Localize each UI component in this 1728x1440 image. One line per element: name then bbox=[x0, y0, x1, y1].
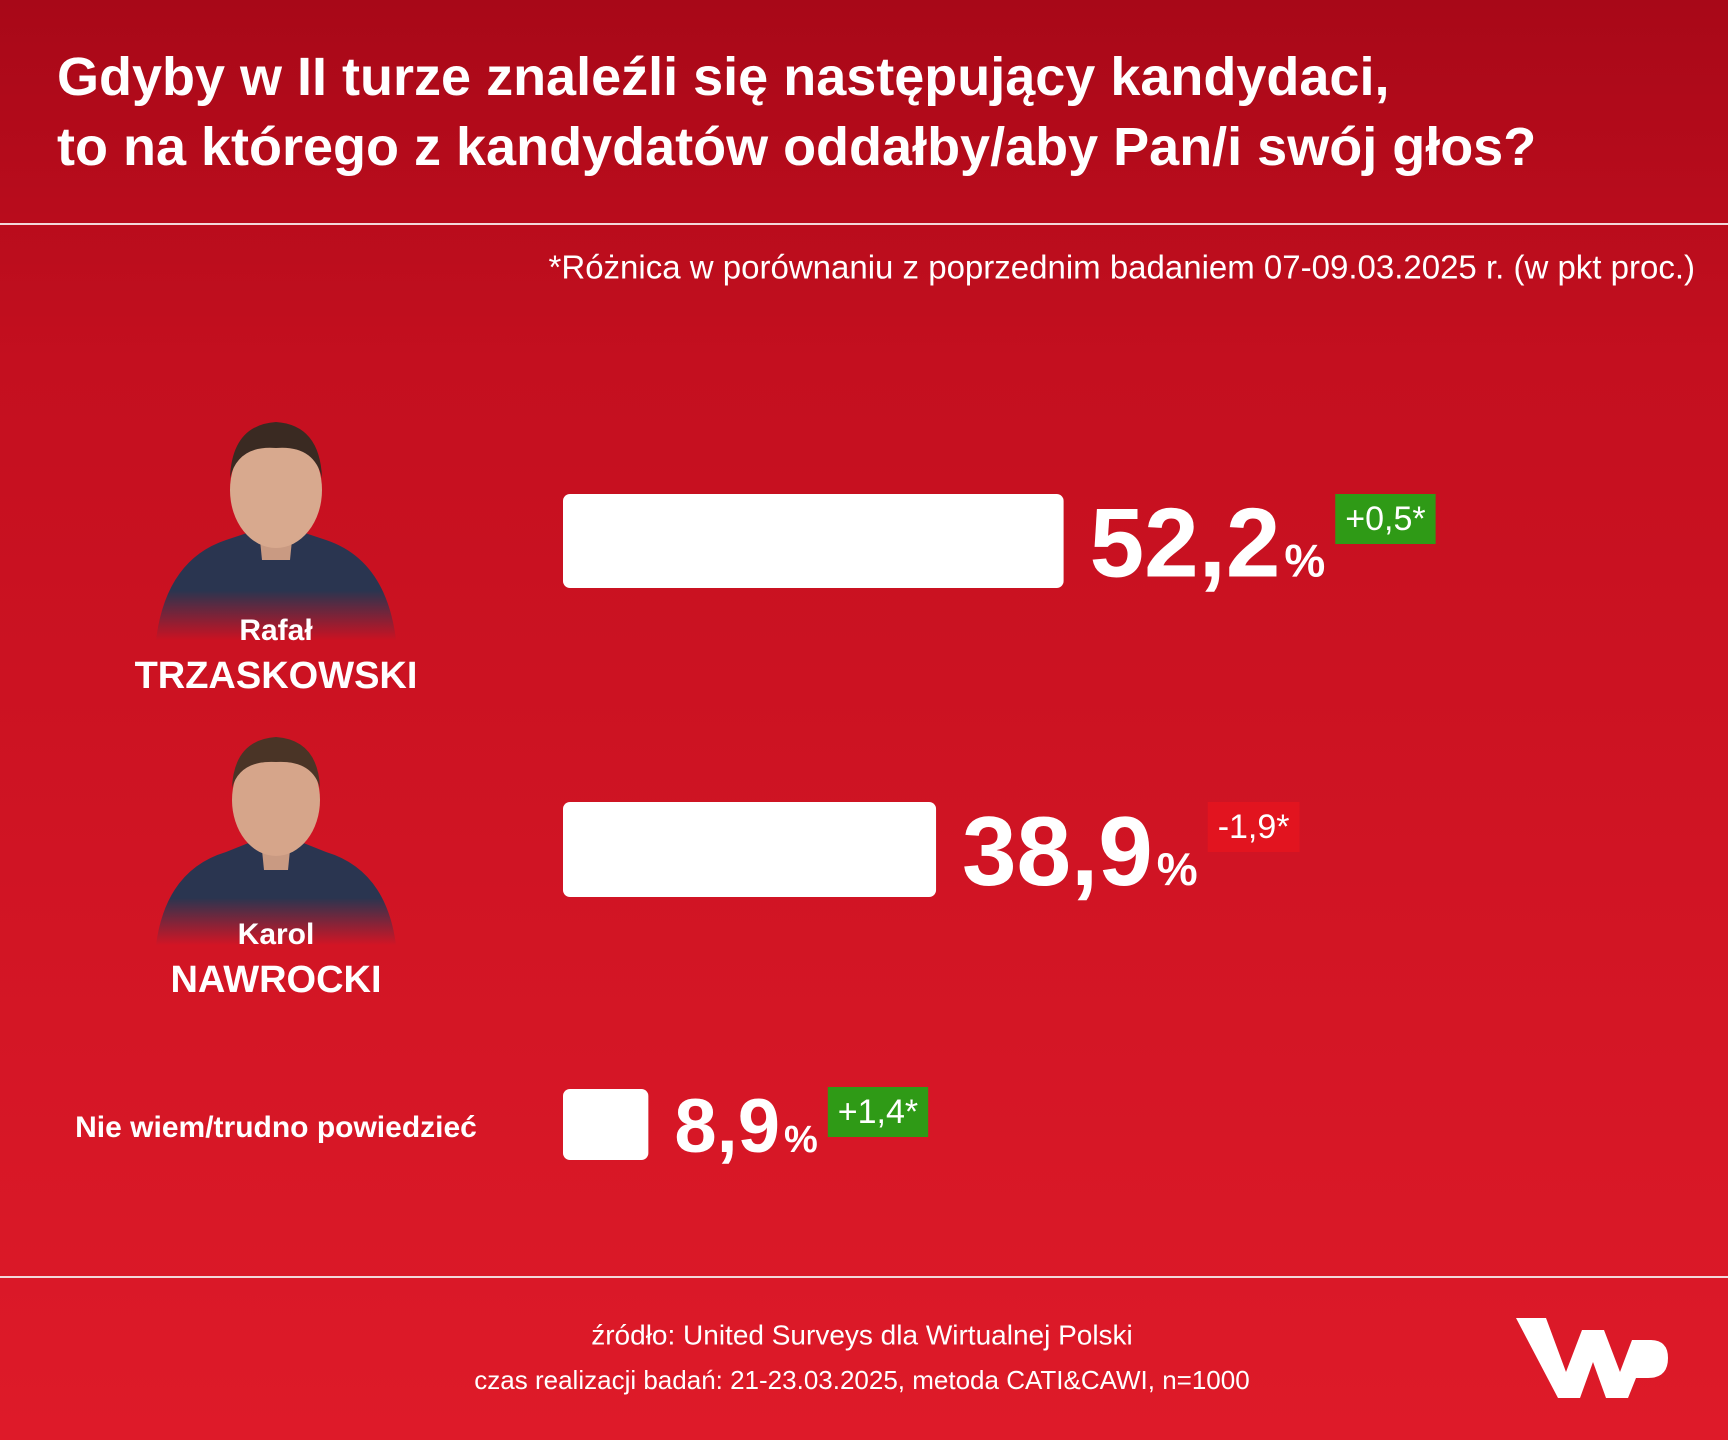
category-label: Nie wiem/trudno powiedzieć bbox=[75, 1111, 477, 1144]
change-badge bbox=[1335, 494, 1436, 544]
value-number: 38,9 bbox=[962, 796, 1153, 906]
change-label: +0,5* bbox=[1345, 500, 1425, 538]
logo bbox=[1516, 1318, 1668, 1398]
bar bbox=[563, 802, 937, 897]
change-label: -1,9* bbox=[1218, 808, 1290, 846]
value-unit: % bbox=[784, 1119, 818, 1161]
value-label: 38,9% bbox=[962, 796, 1198, 906]
change-label: +1,4* bbox=[838, 1093, 918, 1131]
change-badge bbox=[827, 1087, 929, 1137]
chart-title: Gdyby w II turze znaleźli się następując… bbox=[57, 47, 1536, 177]
note: *Różnica w porównaniu z poprzednim badan… bbox=[549, 249, 1695, 286]
source: źródło: United Surveys dla Wirtualnej Po… bbox=[591, 1319, 1133, 1350]
change-badge bbox=[1207, 802, 1300, 852]
value-label: 52,2% bbox=[1090, 487, 1326, 597]
category-label: Karol NAWROCKI bbox=[170, 918, 381, 1001]
bar bbox=[563, 1089, 649, 1160]
category-label: Rafał TRZASKOWSKI bbox=[135, 614, 418, 697]
portrait bbox=[156, 422, 396, 640]
value-number: 52,2 bbox=[1090, 487, 1281, 597]
value-unit: % bbox=[1157, 843, 1198, 895]
method: czas realizacji badań: 21-23.03.2025, me… bbox=[474, 1365, 1249, 1395]
portrait bbox=[156, 737, 396, 945]
value-number: 8,9 bbox=[674, 1084, 780, 1169]
bar bbox=[563, 494, 1064, 588]
value-label: 8,9% bbox=[674, 1084, 817, 1169]
value-unit: % bbox=[1284, 534, 1325, 586]
